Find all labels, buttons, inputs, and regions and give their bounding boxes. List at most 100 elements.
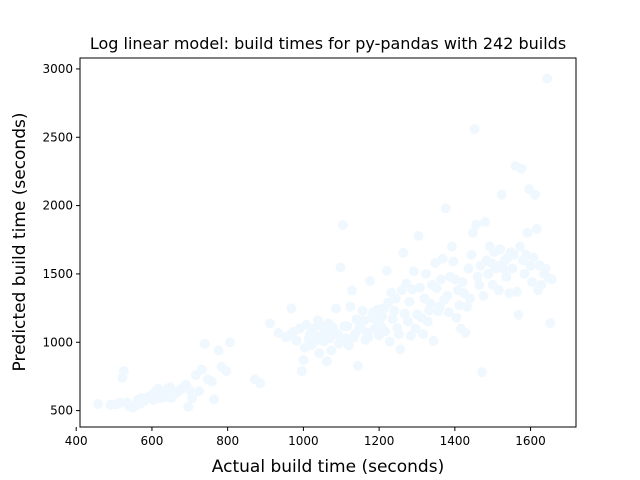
data-point — [363, 332, 374, 343]
data-point — [457, 277, 468, 288]
data-point — [465, 293, 475, 304]
x-tick-label: 1200 — [364, 434, 395, 448]
data-point — [273, 328, 284, 338]
data-point — [332, 329, 343, 340]
data-point — [428, 335, 439, 346]
data-point — [493, 285, 504, 296]
x-tick-label: 400 — [65, 434, 88, 448]
data-point — [345, 301, 356, 312]
x-tick-label: 800 — [216, 434, 239, 448]
data-point — [536, 279, 547, 290]
data-point — [496, 189, 507, 200]
x-tick-label: 1400 — [440, 434, 471, 448]
data-point — [331, 303, 341, 314]
data-point — [352, 360, 363, 371]
data-point — [314, 348, 325, 359]
data-point — [468, 227, 478, 238]
data-point — [334, 338, 344, 349]
data-point — [315, 320, 326, 331]
data-point — [515, 241, 525, 252]
data-point — [206, 376, 217, 387]
data-point — [437, 253, 448, 264]
data-point — [408, 266, 419, 277]
data-point — [531, 223, 542, 234]
data-point — [422, 316, 433, 327]
data-point — [451, 312, 462, 323]
data-point — [390, 293, 401, 304]
data-point — [507, 263, 518, 274]
data-point — [498, 263, 509, 274]
data-point — [415, 282, 425, 293]
data-point — [501, 271, 512, 282]
y-tick-label: 3000 — [42, 62, 73, 76]
data-point — [337, 220, 348, 230]
data-point — [407, 284, 418, 295]
data-point — [209, 394, 219, 405]
data-point — [402, 316, 413, 327]
data-point — [395, 344, 406, 355]
data-point — [545, 318, 556, 329]
y-tick-label: 1000 — [42, 335, 73, 349]
data-point — [431, 283, 442, 294]
data-point — [462, 301, 472, 312]
data-point — [421, 268, 432, 279]
data-point — [519, 268, 530, 279]
data-point — [508, 249, 519, 260]
data-point — [478, 290, 489, 301]
data-point — [522, 227, 533, 238]
y-tick-label: 2500 — [42, 130, 73, 144]
y-axis-ticks: 500 1000 1500 2000 2500 3000 — [42, 62, 80, 418]
data-point — [483, 268, 494, 279]
data-point — [343, 340, 354, 351]
data-point — [389, 305, 400, 316]
data-point — [446, 241, 457, 252]
data-point — [460, 327, 471, 338]
data-points — [93, 73, 557, 413]
data-point — [513, 309, 524, 320]
data-point — [383, 297, 394, 308]
data-point — [540, 263, 551, 274]
data-point — [183, 401, 194, 412]
data-point — [342, 321, 353, 332]
data-point — [516, 163, 527, 174]
data-point — [118, 366, 129, 376]
data-point — [546, 274, 557, 285]
chart-title: Log linear model: build times for py-pan… — [90, 34, 566, 53]
data-point — [440, 203, 451, 214]
data-point — [365, 276, 375, 286]
data-point — [425, 298, 436, 309]
data-point — [528, 252, 539, 263]
y-tick-label: 500 — [50, 404, 73, 418]
data-point — [449, 274, 460, 285]
data-point — [511, 286, 522, 297]
data-point — [398, 247, 409, 258]
x-axis-label: Actual build time (seconds) — [212, 457, 444, 477]
data-point — [480, 217, 491, 227]
x-tick-label: 600 — [140, 434, 163, 448]
data-point — [525, 260, 536, 271]
data-point — [184, 385, 195, 396]
data-point — [221, 366, 232, 376]
data-point — [404, 296, 415, 307]
data-point — [326, 345, 337, 356]
data-point — [381, 265, 392, 276]
data-point — [521, 249, 531, 260]
data-point — [436, 274, 447, 285]
data-point — [418, 329, 428, 340]
data-point — [380, 326, 391, 337]
data-point — [542, 73, 553, 84]
plot-frame — [79, 57, 577, 428]
data-point — [298, 355, 309, 365]
data-point — [321, 356, 332, 367]
data-point — [377, 311, 388, 322]
data-point — [454, 300, 465, 311]
x-tick-label: 1600 — [515, 434, 546, 448]
x-tick-label: 1000 — [288, 434, 319, 448]
data-point — [504, 288, 515, 299]
data-point — [448, 256, 459, 267]
data-point — [393, 329, 404, 340]
data-point — [114, 397, 125, 408]
x-axis-ticks: 400 600 800 1000 1200 1400 1600 — [65, 427, 546, 448]
